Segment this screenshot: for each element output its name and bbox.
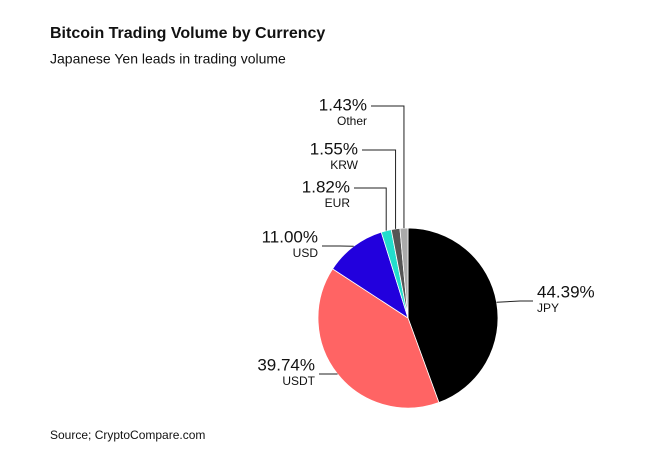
value-label: 1.55%: [310, 139, 358, 158]
leader-line: [371, 105, 405, 229]
value-label: 1.82%: [302, 177, 350, 196]
category-label: USD: [293, 246, 319, 260]
leader-line: [496, 300, 533, 303]
chart-subtitle: Japanese Yen leads in trading volume: [50, 51, 286, 67]
value-label: 39.74%: [257, 355, 315, 374]
category-label: USDT: [282, 374, 315, 388]
category-label: KRW: [330, 158, 358, 172]
category-label: EUR: [325, 196, 351, 210]
category-label: JPY: [537, 301, 559, 315]
value-label: 44.39%: [537, 282, 595, 301]
pie-slice: [317, 268, 440, 409]
value-label: 11.00%: [262, 227, 318, 246]
category-label: Other: [337, 114, 367, 128]
leader-line: [362, 149, 397, 229]
value-label: 1.43%: [319, 95, 367, 114]
source: Source; CryptoCompare.com: [50, 428, 205, 442]
pie-slice: [407, 227, 499, 404]
leader-line: [354, 187, 387, 231]
chart-title: Bitcoin Trading Volume by Currency: [50, 25, 325, 42]
pie-slice: [399, 227, 409, 319]
